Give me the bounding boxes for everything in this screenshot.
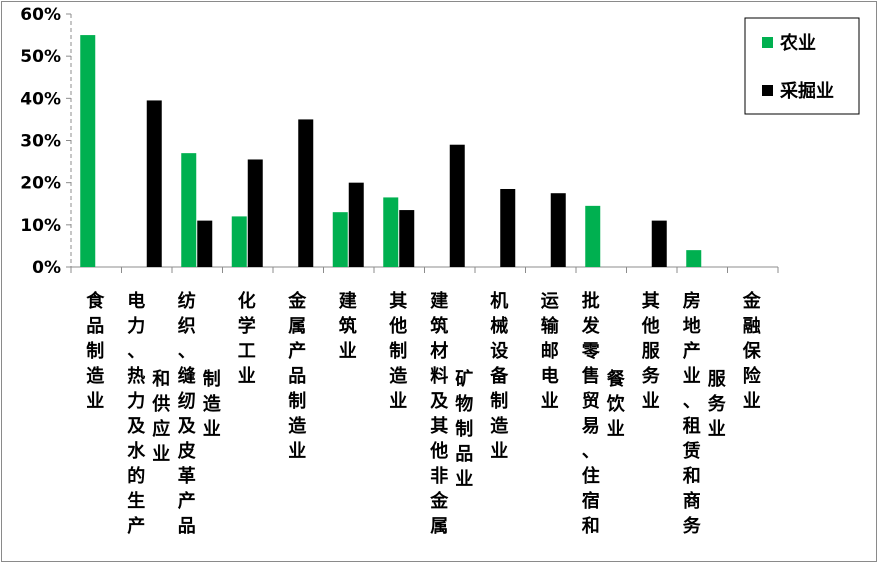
- bar-agriculture: [383, 197, 399, 267]
- legend-swatch: [762, 85, 773, 96]
- legend-box: [744, 17, 860, 115]
- bar-mining: [399, 210, 415, 267]
- bar-mining: [550, 193, 566, 267]
- bar-agriculture: [231, 216, 247, 267]
- x-category-label: 房地产业、租赁和商务: [682, 290, 702, 537]
- bar-mining: [146, 100, 162, 267]
- x-category-label: 电力、热力及水的生产: [127, 290, 146, 537]
- x-category-label: 其他制造业: [388, 291, 407, 412]
- x-category-label: 化学工业: [238, 290, 256, 387]
- bar-agriculture: [686, 250, 702, 267]
- y-tick-label: 40%: [20, 89, 61, 109]
- y-tick-label: 20%: [20, 174, 61, 194]
- bar-agriculture: [332, 212, 348, 267]
- x-category-label: 矿物制品业: [455, 368, 473, 490]
- bar-agriculture: [80, 35, 96, 268]
- bar-mining: [247, 159, 263, 267]
- x-category-label: 制造业: [203, 369, 221, 440]
- y-tick-label: 50%: [20, 47, 61, 67]
- bar-mining: [651, 220, 667, 267]
- x-category-label: 其他服务业: [641, 291, 661, 412]
- x-category-label: 纺织、缝纫及皮革产品: [178, 290, 197, 537]
- bar-mining: [348, 182, 364, 267]
- x-category-label: 和供应业: [151, 369, 170, 465]
- bar-mining: [197, 220, 213, 267]
- y-tick-label: 30%: [20, 132, 61, 152]
- x-category-label: 金融保险业: [742, 290, 762, 412]
- legend-swatch: [762, 37, 773, 48]
- x-category-label: 食品制造业: [85, 290, 105, 412]
- y-tick-label: 60%: [20, 5, 61, 25]
- x-category-label: 运输邮电业: [541, 291, 560, 412]
- y-tick-label: 0%: [32, 258, 61, 278]
- bar-mining: [298, 119, 314, 268]
- x-category-label: 批发零售贸易、住宿和: [581, 290, 601, 537]
- x-category-label: 金属产品制造业: [287, 290, 307, 462]
- bar-mining: [449, 144, 465, 267]
- x-category-label: 服务业: [708, 369, 727, 440]
- legend-label: 采掘业: [779, 80, 834, 102]
- x-category-label: 餐饮业: [606, 368, 626, 440]
- x-category-label: 建筑材料及其他非金属: [429, 290, 449, 537]
- bar-mining: [500, 188, 516, 267]
- legend-label: 农业: [779, 32, 816, 54]
- bar-agriculture: [181, 153, 197, 267]
- x-category-label: 建筑业: [339, 290, 357, 362]
- y-tick-label: 10%: [20, 216, 61, 236]
- bar-agriculture: [585, 205, 601, 267]
- x-category-label: 机械设备制造业: [489, 291, 509, 462]
